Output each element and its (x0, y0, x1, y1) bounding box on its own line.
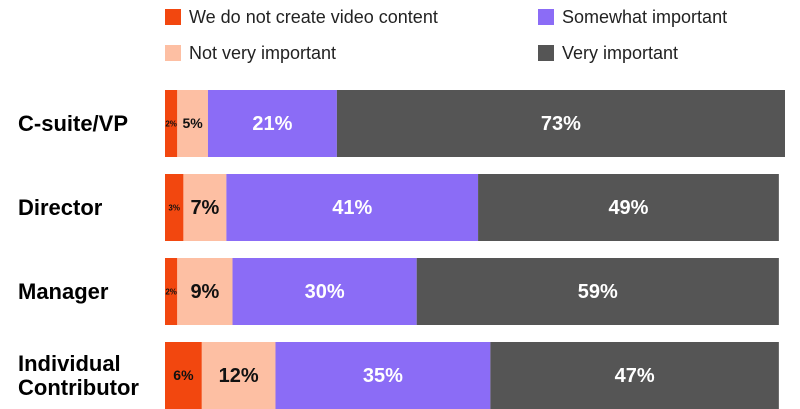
category-label-box: Individual Contributor (18, 350, 139, 400)
category-label-box: Director (18, 194, 103, 220)
legend-swatch (165, 9, 181, 25)
category-label: Individual Contributor (18, 350, 139, 400)
bar-segment (165, 258, 178, 325)
value-label: 2% (165, 120, 177, 129)
category-label: Director (18, 194, 103, 220)
bar-segment (226, 174, 479, 241)
value-label: 30% (305, 281, 345, 303)
value-label: 6% (173, 367, 194, 383)
bar-segment (165, 174, 184, 241)
value-label: 49% (608, 197, 648, 219)
bar-segment (183, 174, 227, 241)
value-label: 3% (168, 204, 180, 213)
bar-segment (165, 342, 202, 409)
legend-label: Very important (562, 43, 678, 63)
bar-segment (232, 258, 417, 325)
bar-segment (177, 90, 208, 157)
value-label: 35% (363, 365, 403, 387)
bar-segment (416, 258, 779, 325)
bar-segment (165, 90, 178, 157)
legend-swatch (165, 45, 181, 61)
category-label-box: Manager (18, 278, 109, 304)
value-label: 7% (190, 197, 219, 219)
legend-label: We do not create video content (189, 7, 438, 27)
bar-segment (478, 174, 779, 241)
bar-segment (490, 342, 779, 409)
legend-label: Somewhat important (562, 7, 727, 27)
value-label: 9% (190, 281, 219, 303)
bar-segment (207, 90, 337, 157)
category-label-box: C-suite/VP (18, 110, 129, 136)
value-label: 41% (332, 197, 372, 219)
value-label: 73% (541, 113, 581, 135)
value-label: 21% (252, 113, 292, 135)
value-label: 12% (219, 365, 259, 387)
legend-swatch (538, 45, 554, 61)
value-label: 59% (578, 281, 618, 303)
bar-segment (336, 90, 785, 157)
bar-segment (177, 258, 233, 325)
legend-label: Not very important (189, 43, 336, 63)
category-label: C-suite/VP (18, 110, 129, 136)
category-label: Manager (18, 278, 109, 304)
bar-segment (201, 342, 276, 409)
bar-segment (275, 342, 491, 409)
value-label: 47% (615, 365, 655, 387)
legend-swatch (538, 9, 554, 25)
value-label: 2% (165, 288, 177, 297)
value-label: 5% (183, 115, 204, 131)
